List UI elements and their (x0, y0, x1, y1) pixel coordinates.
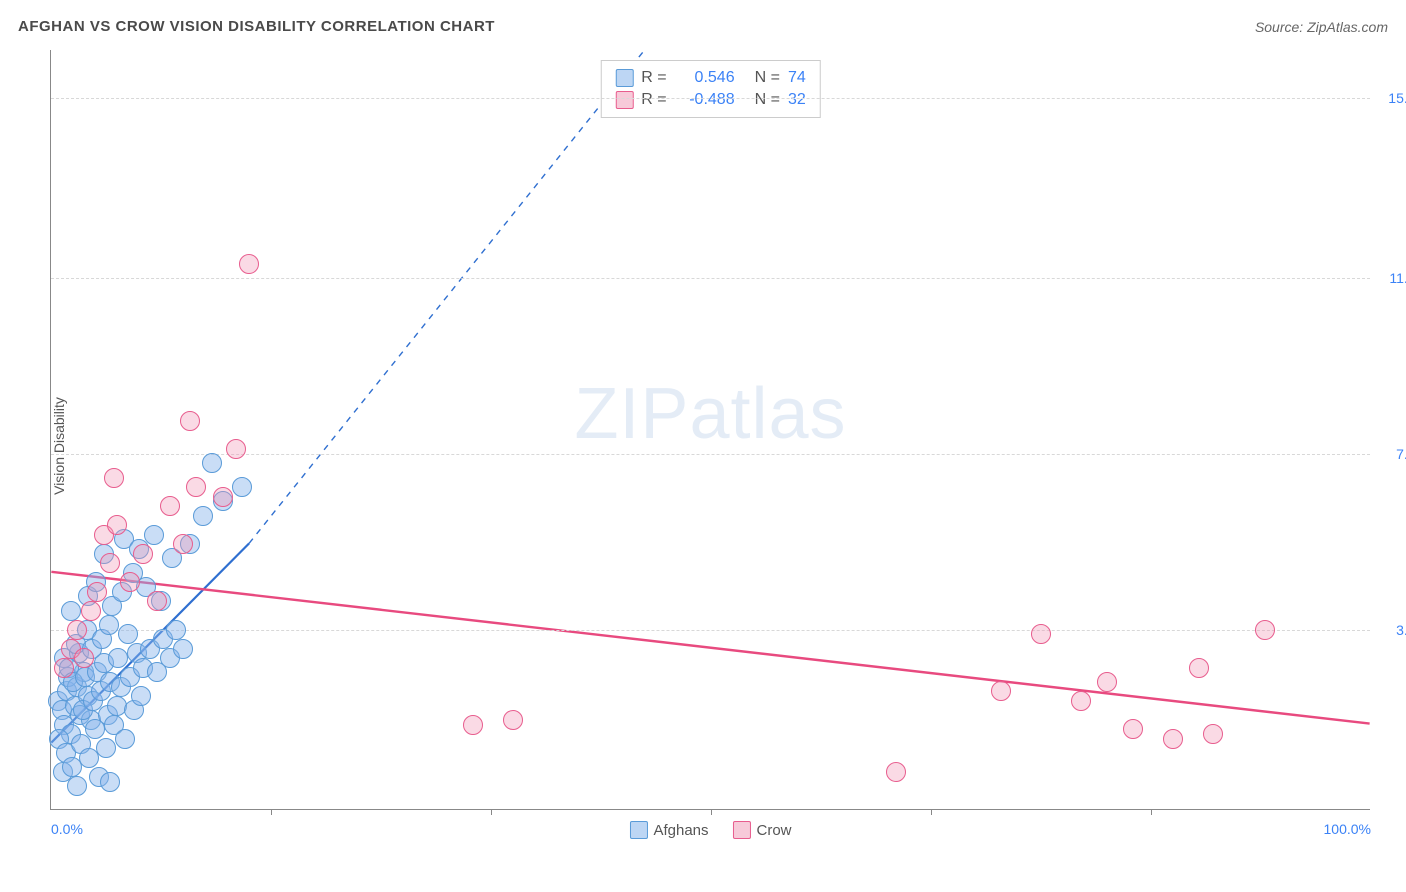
data-point (100, 772, 120, 792)
data-point (503, 710, 523, 730)
data-point (213, 487, 233, 507)
trend-line (51, 572, 1369, 724)
x-tick (1151, 809, 1152, 815)
legend-n-value: 74 (788, 69, 806, 87)
source-label: Source: ZipAtlas.com (1255, 19, 1388, 35)
data-point (166, 620, 186, 640)
data-point (173, 534, 193, 554)
data-point (81, 601, 101, 621)
legend-swatch (615, 91, 633, 109)
data-point (193, 506, 213, 526)
legend-swatch (615, 69, 633, 87)
legend-series-label: Afghans (653, 822, 708, 839)
watermark-bold: ZIP (574, 374, 689, 454)
legend-series-item: Crow (733, 821, 792, 839)
gridline (51, 454, 1370, 455)
legend-r-value: -0.488 (675, 91, 735, 109)
data-point (1163, 729, 1183, 749)
data-point (886, 762, 906, 782)
legend-r-value: 0.546 (675, 69, 735, 87)
data-point (120, 572, 140, 592)
trend-line-extrapolated (249, 50, 644, 543)
data-point (1031, 624, 1051, 644)
data-point (1203, 724, 1223, 744)
data-point (991, 681, 1011, 701)
data-point (100, 553, 120, 573)
x-tick-label-min: 0.0% (51, 821, 83, 837)
legend-n-label: N = (755, 91, 780, 109)
data-point (99, 615, 119, 635)
data-point (107, 515, 127, 535)
data-point (1255, 620, 1275, 640)
data-point (186, 477, 206, 497)
data-point (67, 620, 87, 640)
data-point (1189, 658, 1209, 678)
x-tick (931, 809, 932, 815)
data-point (239, 254, 259, 274)
legend-r-label: R = (641, 91, 666, 109)
gridline (51, 630, 1370, 631)
legend-correlation-row: R = -0.488 N = 32 (615, 89, 805, 111)
data-point (67, 776, 87, 796)
correlation-legend: R = 0.546 N = 74 R = -0.488 N = 32 (600, 60, 820, 118)
data-point (104, 468, 124, 488)
legend-r-label: R = (641, 69, 666, 87)
legend-swatch (629, 821, 647, 839)
data-point (463, 715, 483, 735)
data-point (147, 591, 167, 611)
legend-n-value: 32 (788, 91, 806, 109)
y-tick-label: 3.8% (1396, 622, 1406, 638)
y-tick-label: 7.5% (1396, 446, 1406, 462)
data-point (226, 439, 246, 459)
data-point (61, 601, 81, 621)
y-tick-label: 11.2% (1389, 270, 1406, 286)
data-point (131, 686, 151, 706)
data-point (1071, 691, 1091, 711)
data-point (180, 411, 200, 431)
legend-correlation-row: R = 0.546 N = 74 (615, 67, 805, 89)
legend-series-label: Crow (757, 822, 792, 839)
data-point (232, 477, 252, 497)
chart-plot-area: ZIPatlas R =0.546N =74R =-0.488N =32 Afg… (50, 50, 1370, 810)
gridline (51, 98, 1370, 99)
data-point (108, 648, 128, 668)
legend-series-item: Afghans (629, 821, 708, 839)
data-point (96, 738, 116, 758)
gridline (51, 278, 1370, 279)
data-point (87, 582, 107, 602)
legend-n-label: N = (755, 69, 780, 87)
data-point (118, 624, 138, 644)
x-tick (711, 809, 712, 815)
x-tick (271, 809, 272, 815)
data-point (1123, 719, 1143, 739)
data-point (54, 658, 74, 678)
data-point (173, 639, 193, 659)
data-point (85, 719, 105, 739)
x-tick (491, 809, 492, 815)
watermark-light: atlas (689, 374, 846, 454)
x-tick-label-max: 100.0% (1324, 821, 1371, 837)
y-tick-label: 15.0% (1388, 90, 1406, 106)
data-point (133, 544, 153, 564)
trend-lines-svg (51, 50, 1370, 809)
data-point (160, 496, 180, 516)
series-legend: Afghans Crow (629, 821, 791, 839)
data-point (144, 525, 164, 545)
chart-title: AFGHAN VS CROW VISION DISABILITY CORRELA… (18, 18, 495, 35)
data-point (1097, 672, 1117, 692)
legend-swatch (733, 821, 751, 839)
data-point (202, 453, 222, 473)
watermark: ZIPatlas (574, 373, 846, 455)
data-point (115, 729, 135, 749)
data-point (74, 648, 94, 668)
